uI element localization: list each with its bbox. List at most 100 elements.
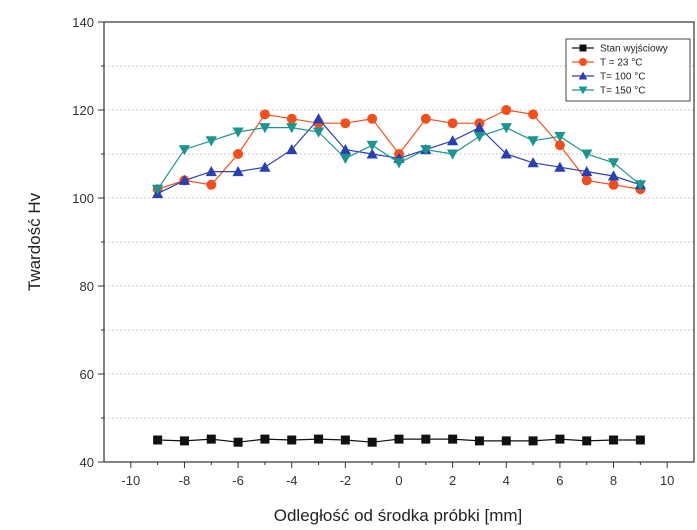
series-group — [153, 434, 645, 447]
data-point — [233, 149, 244, 159]
legend-label: T = 23 °C — [600, 58, 642, 69]
data-point — [447, 149, 459, 160]
data-point — [447, 135, 459, 146]
data-point — [367, 437, 377, 447]
y-tick-label: 80 — [80, 279, 94, 294]
data-point — [205, 136, 217, 147]
x-axis-label: Odległość od środka próbki [mm] — [274, 506, 523, 525]
legend-marker — [579, 44, 587, 52]
data-point — [474, 436, 484, 446]
data-point — [287, 435, 297, 445]
data-point — [421, 434, 431, 444]
data-point — [232, 165, 244, 177]
data-point — [286, 123, 298, 134]
data-point — [178, 174, 191, 185]
data-point — [528, 109, 539, 120]
legend-marker — [579, 58, 587, 66]
legend-marker — [578, 71, 588, 80]
data-point — [286, 113, 297, 124]
x-tick-label: 10 — [660, 473, 674, 488]
data-point — [554, 161, 566, 172]
series-group — [152, 123, 646, 195]
legend-box — [565, 38, 691, 102]
legend-marker — [578, 86, 588, 95]
data-point — [340, 435, 350, 445]
data-point — [393, 158, 405, 169]
data-point — [340, 118, 351, 129]
gridlines — [104, 65, 694, 419]
data-point — [527, 136, 539, 147]
data-point — [366, 148, 378, 159]
data-point — [153, 435, 163, 445]
data-point — [259, 123, 271, 134]
y-tick-label: 60 — [80, 367, 94, 382]
data-point — [582, 436, 592, 446]
data-point — [339, 143, 351, 155]
data-point — [233, 437, 243, 447]
data-point — [555, 434, 565, 444]
y-axis-label: Twardość Hv — [25, 192, 44, 291]
series — [152, 105, 646, 447]
x-tick-label: 6 — [556, 473, 563, 488]
series-group — [152, 105, 646, 195]
data-point — [312, 113, 325, 124]
y-tick-label: 40 — [80, 455, 94, 470]
y-tick-label: 100 — [72, 191, 94, 206]
x-tick-label: -8 — [179, 473, 191, 488]
data-point — [501, 105, 512, 115]
data-point — [420, 113, 431, 124]
y-tick-label: 120 — [72, 103, 94, 118]
data-point — [608, 179, 619, 190]
data-point — [609, 435, 619, 445]
x-tick-label: 2 — [449, 473, 456, 488]
data-point — [500, 123, 512, 134]
data-point — [607, 170, 620, 181]
x-tick-label: 4 — [503, 473, 510, 488]
data-point — [232, 127, 244, 138]
data-point — [447, 118, 458, 129]
data-point — [501, 436, 511, 446]
data-point — [554, 131, 566, 143]
data-point — [528, 436, 538, 446]
legend-label: Stan wyjściowy — [600, 44, 668, 55]
data-point — [259, 109, 270, 120]
data-point — [581, 149, 593, 160]
data-point — [286, 143, 298, 155]
x-tick-label: -4 — [286, 473, 298, 488]
legend-label: T= 100 °C — [600, 72, 645, 83]
data-point — [152, 184, 164, 195]
data-point — [420, 145, 432, 156]
data-point — [205, 165, 217, 177]
data-point — [581, 175, 592, 186]
data-point — [367, 113, 378, 124]
data-point — [473, 121, 486, 133]
data-point — [179, 436, 189, 446]
data-point — [366, 140, 378, 151]
data-point — [259, 161, 271, 172]
data-point — [527, 157, 539, 168]
x-tick-label: 0 — [395, 473, 402, 488]
data-point — [260, 434, 270, 444]
data-point — [473, 131, 486, 143]
data-point — [607, 158, 620, 169]
series-group — [152, 113, 646, 199]
data-point — [581, 165, 593, 177]
legend: Stan wyjściowy T = 23 °C T= 100 °C T= 150 °… — [565, 38, 691, 102]
x-tick-label: 8 — [610, 473, 617, 488]
x-tick-label: -10 — [121, 473, 140, 488]
axes: -10 -8 -6 -4 -2 0 2 4 6 8 10 40 60 80 100 120 140 — [72, 15, 695, 488]
x-tick-label: -6 — [232, 473, 244, 488]
data-point — [634, 180, 646, 191]
data-point — [635, 435, 645, 445]
x-tick-label: -2 — [340, 473, 352, 488]
legend-label: T= 150 °C — [600, 86, 645, 97]
y-tick-label: 140 — [72, 15, 94, 30]
data-point — [448, 434, 458, 444]
data-point — [339, 153, 351, 165]
data-point — [554, 140, 565, 151]
data-point — [178, 145, 191, 156]
data-point — [312, 127, 325, 138]
data-point — [394, 434, 404, 444]
